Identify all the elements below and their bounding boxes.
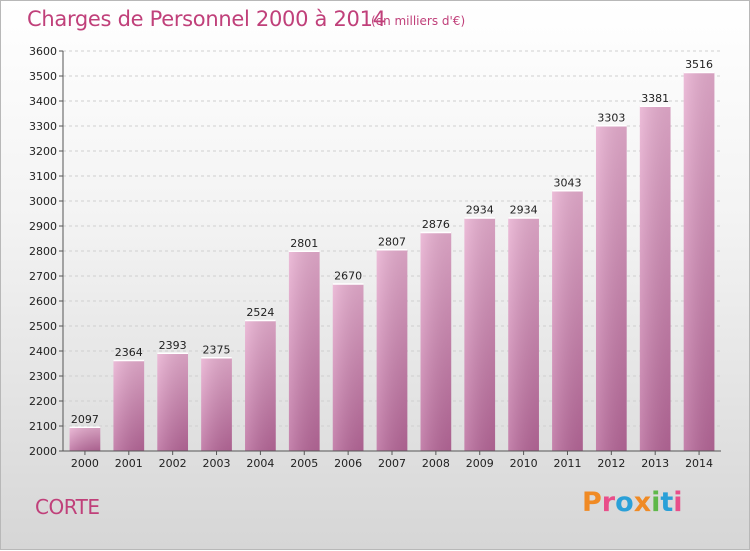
y-tick-label: 2900 (29, 220, 57, 233)
y-tick-label: 2500 (29, 320, 57, 333)
value-label: 2670 (334, 270, 362, 283)
x-tick-label: 2000 (71, 457, 99, 470)
value-label: 2934 (510, 204, 538, 217)
x-tick-label: 2001 (115, 457, 143, 470)
x-tick-label: 2013 (641, 457, 669, 470)
x-tick-label: 2008 (422, 457, 450, 470)
x-tick-label: 2012 (597, 457, 625, 470)
x-tick-label: 2002 (159, 457, 187, 470)
logo-letter: i (673, 487, 683, 518)
bar-shade-2008 (420, 232, 452, 451)
x-tick-label: 2006 (334, 457, 362, 470)
logo-letter: x (633, 487, 652, 518)
value-label: 3303 (597, 111, 625, 124)
x-tick-label: 2005 (290, 457, 318, 470)
y-tick-label: 3300 (29, 120, 57, 133)
y-tick-label: 2400 (29, 345, 57, 358)
x-tick-label: 2007 (378, 457, 406, 470)
bar-shade-2013 (639, 105, 671, 451)
y-tick-label: 3500 (29, 70, 57, 83)
value-label: 2934 (466, 204, 494, 217)
value-label: 3516 (685, 58, 713, 71)
value-label: 2375 (203, 343, 231, 356)
x-tick-label: 2003 (203, 457, 231, 470)
logo-letter: t (660, 487, 674, 518)
y-tick-label: 2000 (29, 445, 57, 458)
value-label: 2364 (115, 346, 143, 359)
bar-shade-2009 (464, 217, 496, 451)
bar-shade-2003 (201, 357, 232, 451)
logo-letter: i (651, 487, 661, 518)
y-tick-label: 2300 (29, 370, 57, 383)
bar-shade-2012 (595, 125, 627, 451)
x-tick-label: 2011 (553, 457, 581, 470)
bar-shade-2010 (508, 217, 539, 451)
y-tick-label: 2700 (29, 270, 57, 283)
value-label: 2393 (159, 339, 187, 352)
value-label: 3381 (641, 92, 669, 105)
value-label: 2876 (422, 218, 450, 231)
bar-shade-2005 (288, 250, 320, 451)
value-label: 2807 (378, 235, 406, 248)
y-tick-label: 3100 (29, 170, 57, 183)
x-tick-label: 2009 (466, 457, 494, 470)
x-tick-label: 2010 (510, 457, 538, 470)
logo-letter: o (615, 487, 634, 518)
bar-shade-2002 (157, 352, 189, 451)
y-tick-label: 2800 (29, 245, 57, 258)
chart-title: Charges de Personnel 2000 à 2014 (27, 7, 386, 31)
commune-name: CORTE (35, 495, 100, 519)
logo-letter: r (601, 487, 616, 518)
value-label: 3043 (553, 176, 581, 189)
y-tick-label: 3600 (29, 45, 57, 58)
axis-layer: 2000 2100 2200 2300 2400 2500 2600 2700 2800 2900… (29, 45, 721, 470)
y-tick-label: 3000 (29, 195, 57, 208)
bar-shade-2004 (245, 320, 276, 451)
value-label: 2097 (71, 413, 99, 426)
x-tick-label: 2004 (246, 457, 274, 470)
bar-shade-2007 (376, 249, 408, 451)
bar-shade-2001 (113, 360, 145, 451)
y-tick-label: 2600 (29, 295, 57, 308)
y-tick-label: 2200 (29, 395, 57, 408)
value-label: 2801 (290, 237, 318, 250)
logo-letter: P (582, 487, 602, 518)
bar-shade-2006 (332, 283, 364, 451)
y-tick-label: 3200 (29, 145, 57, 158)
chart-unit: (en milliers d'€) (371, 14, 466, 28)
value-label: 2524 (246, 306, 274, 319)
x-tick-label: 2014 (685, 457, 713, 470)
y-tick-label: 2100 (29, 420, 57, 433)
y-tick-label: 3400 (29, 95, 57, 108)
bar-shade-2011 (552, 190, 583, 451)
proxiti-logo: Proxiti (582, 487, 683, 518)
bar-shade-2000 (69, 426, 101, 451)
bar-layer: 2097 2364 2393 2375 2524 2801 2670 2807 2876 2934… (69, 58, 715, 451)
bar-shade-2014 (683, 72, 715, 451)
